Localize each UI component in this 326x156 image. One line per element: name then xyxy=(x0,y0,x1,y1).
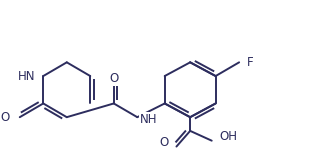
Text: O: O xyxy=(1,111,10,124)
Text: OH: OH xyxy=(219,130,238,143)
Text: O: O xyxy=(109,72,118,85)
Text: NH: NH xyxy=(140,113,158,126)
Text: HN: HN xyxy=(18,70,36,83)
Text: O: O xyxy=(159,136,169,149)
Text: F: F xyxy=(247,56,254,69)
